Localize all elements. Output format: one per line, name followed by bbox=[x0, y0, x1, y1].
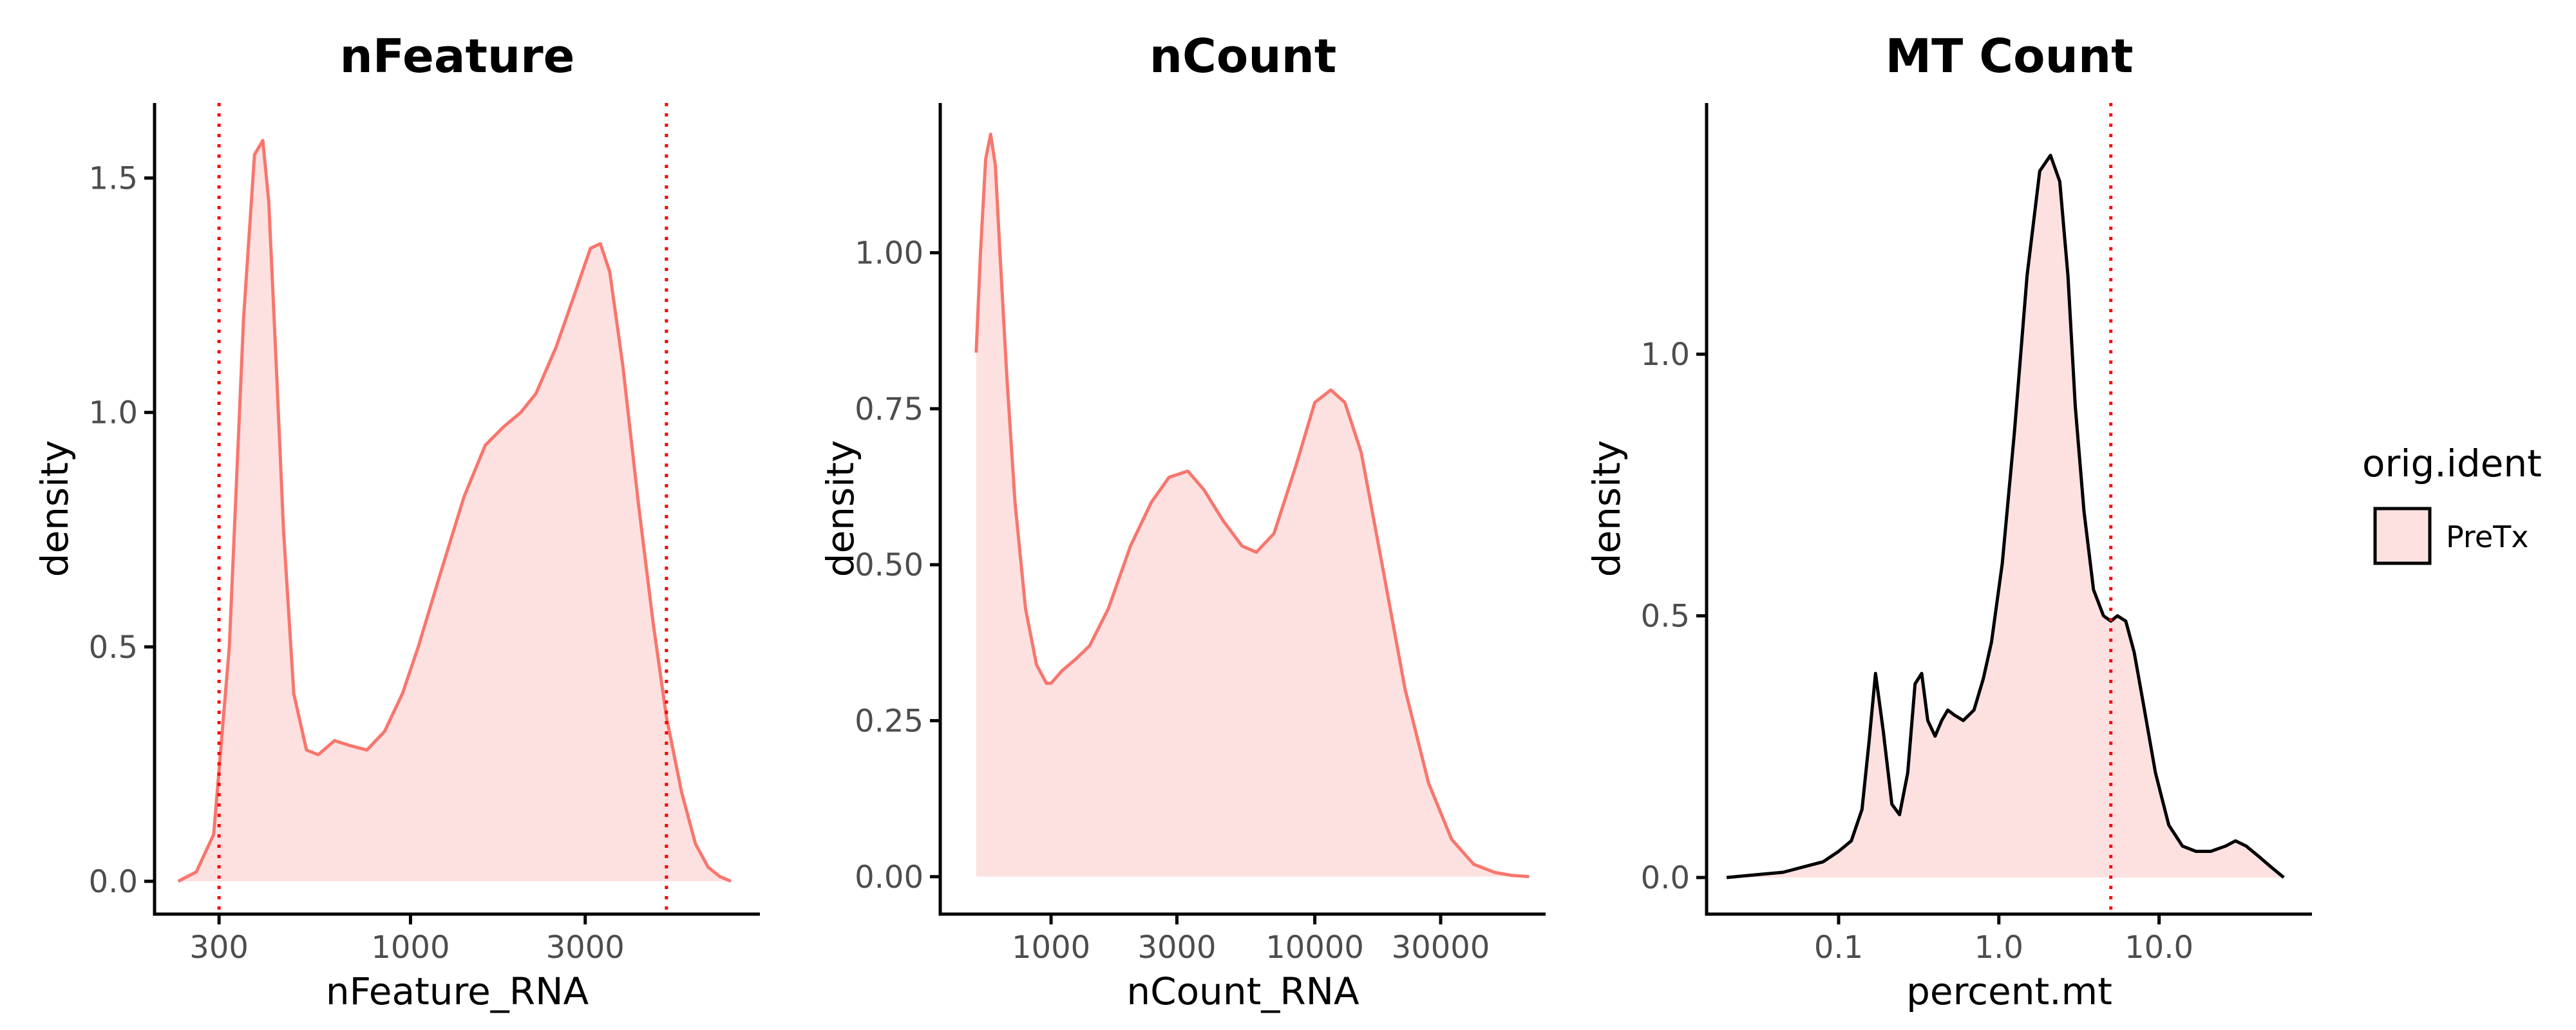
y-tick-label-nfeature: 0.0 bbox=[89, 864, 138, 900]
legend-key bbox=[2373, 507, 2432, 565]
y-axis-title-nfeature: density bbox=[33, 440, 77, 577]
y-tick-label-mt-count: 1.0 bbox=[1641, 337, 1690, 373]
x-tick-label-nfeature: 3000 bbox=[546, 930, 625, 966]
legend-label-pretx: PreTx bbox=[2446, 520, 2528, 554]
x-axis-title-ncount: nCount_RNA bbox=[1126, 969, 1359, 1013]
y-tick-label-nfeature: 0.5 bbox=[89, 630, 138, 666]
x-tick-label-nfeature: 1000 bbox=[371, 930, 450, 966]
density-line-nfeature bbox=[177, 138, 732, 883]
y-tick-label-mt-count: 0.5 bbox=[1641, 599, 1690, 635]
y-tick-label-mt-count: 0.0 bbox=[1641, 860, 1690, 896]
x-tick-label-mt-count: 1.0 bbox=[1975, 930, 2023, 966]
chart-title-ncount: nCount bbox=[1150, 29, 1337, 83]
x-tick-label-ncount: 30000 bbox=[1392, 930, 1490, 966]
density-line-ncount bbox=[974, 133, 1530, 879]
y-tick-label-ncount: 0.25 bbox=[855, 704, 923, 740]
panel-ncount: 0.00 0.25 0.50 0.75 1.00 1000 3000 10000 30000 nC… bbox=[819, 29, 1546, 1013]
panel-mt-count: 0.0 0.5 1.0 0.1 1.0 10.0 MT Count percent.mt den… bbox=[1585, 29, 2312, 1013]
x-axis-title-mt-count: percent.mt bbox=[1906, 969, 2112, 1013]
density-line-mt-count bbox=[1726, 153, 2285, 879]
panel-nfeature: 0.0 0.5 1.0 1.5 300 1000 3000 nFeature nFeature_… bbox=[33, 29, 760, 1013]
y-axis-title-mt-count: density bbox=[1585, 440, 1629, 577]
x-tick-label-nfeature: 300 bbox=[189, 930, 249, 966]
y-tick-label-ncount: 1.00 bbox=[855, 236, 923, 272]
x-axis-title-nfeature: nFeature_RNA bbox=[326, 969, 589, 1013]
y-tick-label-nfeature: 1.0 bbox=[89, 395, 138, 431]
y-tick-label-ncount: 0.75 bbox=[855, 391, 923, 427]
y-tick-label-ncount: 0.00 bbox=[855, 859, 923, 895]
density-area-nfeature bbox=[178, 140, 731, 881]
x-tick-label-ncount: 3000 bbox=[1137, 930, 1216, 966]
legend: orig.ident PreTx bbox=[2362, 442, 2542, 565]
chart-title-mt-count: MT Count bbox=[1885, 29, 2133, 83]
x-tick-label-ncount: 1000 bbox=[1012, 930, 1090, 966]
chart-title-nfeature: nFeature bbox=[340, 29, 575, 83]
y-axis-title-ncount: density bbox=[819, 440, 862, 577]
legend-title: orig.ident bbox=[2362, 442, 2542, 485]
y-tick-label-ncount: 0.50 bbox=[855, 547, 923, 583]
x-tick-label-ncount: 10000 bbox=[1265, 930, 1364, 966]
density-area-ncount bbox=[976, 134, 1530, 877]
y-tick-label-nfeature: 1.5 bbox=[89, 161, 138, 197]
x-tick-label-mt-count: 0.1 bbox=[1814, 930, 1863, 966]
density-area-mt-count bbox=[1727, 155, 2284, 878]
x-tick-label-mt-count: 10.0 bbox=[2125, 930, 2193, 966]
